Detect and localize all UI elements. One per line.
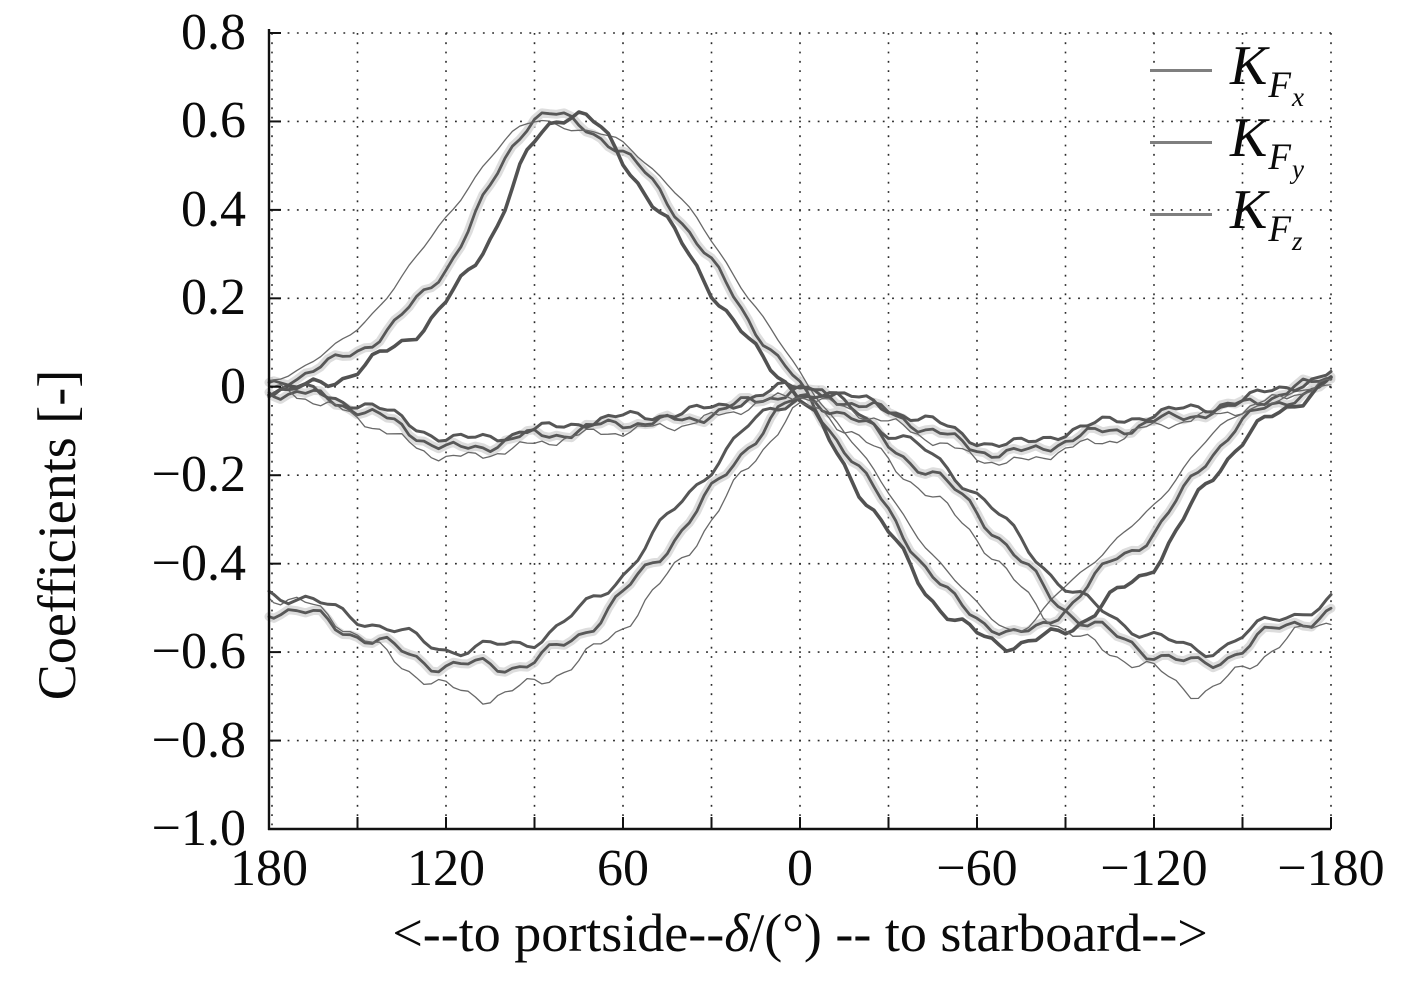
legend-item-kfz: KFz bbox=[1150, 178, 1304, 256]
legend-item-kfx: KFx bbox=[1150, 34, 1304, 112]
series-KFx-upper bbox=[267, 391, 1333, 659]
y-tick-label: −1.0 bbox=[151, 800, 246, 857]
series-KFx-main bbox=[267, 393, 1333, 674]
x-tick-label: −120 bbox=[1100, 840, 1208, 897]
legend-label-sub: F bbox=[1268, 208, 1291, 250]
legend-line-kfy bbox=[1150, 140, 1212, 144]
y-tick-label: −0.4 bbox=[151, 534, 246, 592]
y-tick-label: 0 bbox=[220, 357, 246, 415]
x-axis-label: <--to portside--δ/(°) -- to starboard--> bbox=[269, 901, 1331, 965]
y-tick-label: 0.2 bbox=[181, 269, 246, 327]
delta-symbol: δ bbox=[724, 903, 750, 963]
legend-label-sub: F bbox=[1268, 136, 1291, 178]
x-tick-label: 60 bbox=[597, 840, 649, 897]
legend-label-subsub: x bbox=[1291, 81, 1304, 112]
y-tick-label: 0.4 bbox=[181, 180, 246, 238]
legend-label-kfy: KFy bbox=[1230, 106, 1304, 184]
series-KFx-thin bbox=[268, 401, 1332, 705]
y-tick-label: 0.6 bbox=[181, 92, 246, 150]
legend-label-base: K bbox=[1230, 106, 1268, 169]
series-KFz-main bbox=[267, 377, 1333, 459]
x-axis-label-suffix: /(°) -- to starboard--> bbox=[749, 903, 1208, 963]
series-KFy-main bbox=[267, 111, 1333, 636]
legend-label-subsub: z bbox=[1291, 225, 1303, 256]
series-KFz-thin bbox=[268, 378, 1332, 466]
legend-item-kfy: KFy bbox=[1150, 106, 1304, 184]
legend-label-base: K bbox=[1230, 34, 1268, 97]
legend-label-base: K bbox=[1230, 178, 1268, 241]
x-tick-label: 0 bbox=[787, 840, 813, 897]
x-tick-label: 180 bbox=[230, 840, 308, 897]
legend: KFx KFy KFz bbox=[1150, 34, 1304, 256]
legend-label-sub: F bbox=[1268, 64, 1291, 106]
uncertainty-band-KFz bbox=[264, 374, 1336, 462]
x-axis-label-prefix: <--to portside-- bbox=[392, 903, 725, 963]
y-tick-label: −0.8 bbox=[151, 711, 246, 769]
x-tick-label: 120 bbox=[407, 840, 485, 897]
x-tick-label: −180 bbox=[1277, 840, 1385, 897]
y-tick-label: 0.8 bbox=[181, 4, 246, 61]
series-KFy-thin bbox=[268, 119, 1332, 632]
legend-label-kfx: KFx bbox=[1230, 34, 1304, 112]
series-KFy-thick bbox=[267, 110, 1333, 653]
y-tick-label: −0.2 bbox=[151, 446, 246, 504]
x-tick-label: −60 bbox=[936, 840, 1018, 897]
y-tick-label: −0.6 bbox=[151, 623, 246, 681]
legend-label-subsub: y bbox=[1291, 153, 1304, 184]
legend-line-kfz bbox=[1150, 212, 1212, 216]
series-KFz-upper bbox=[267, 370, 1333, 448]
legend-label-kfz: KFz bbox=[1230, 178, 1302, 256]
legend-line-kfx bbox=[1150, 68, 1212, 72]
